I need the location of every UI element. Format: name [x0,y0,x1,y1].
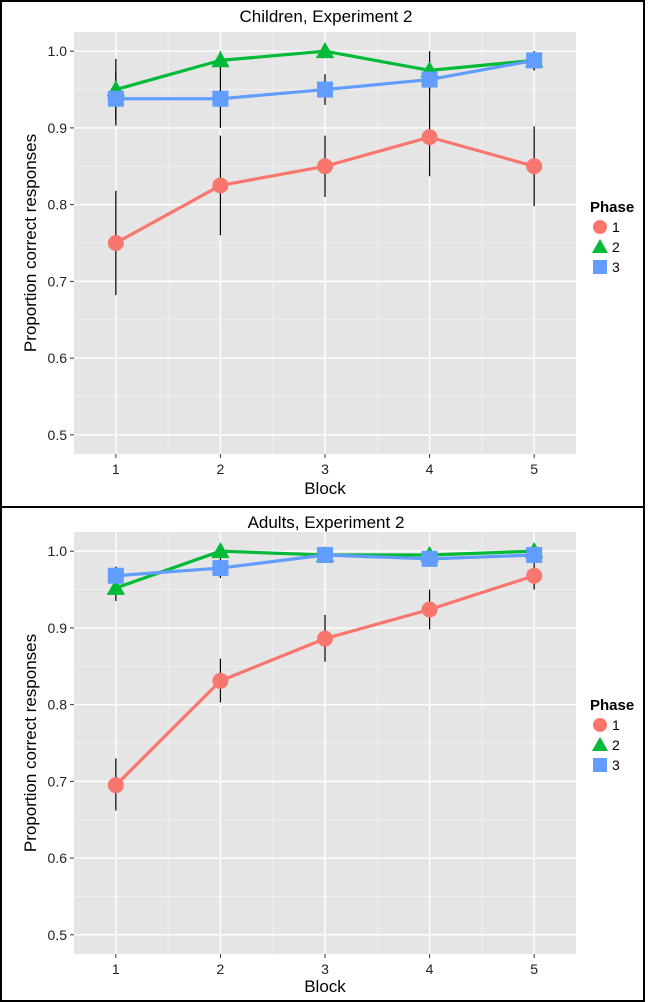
data-point-phase-1 [526,158,543,175]
chart-title: Adults, Experiment 2 [248,513,405,532]
data-point-phase-1 [317,630,333,647]
x-tick-label: 1 [112,961,120,977]
legend-key-phase-1 [593,718,607,732]
legend-title: Phase [590,199,634,216]
data-point-phase-1 [526,567,543,584]
y-tick-label: 0.6 [48,350,68,366]
x-tick-label: 4 [426,461,434,477]
y-tick-label: 0.5 [48,427,68,443]
y-tick-label: 0.8 [48,197,68,213]
legend-key-phase-2 [591,238,609,254]
data-point-phase-1 [212,672,229,689]
y-tick-label: 0.9 [48,620,68,636]
data-point-phase-3 [212,90,229,107]
data-point-phase-1 [107,777,124,794]
legend-title: Phase [590,697,634,714]
data-point-phase-3 [107,90,124,107]
x-tick-label: 3 [321,961,329,977]
x-tick-label: 4 [426,961,434,977]
legend-label-phase-1: 1 [612,219,620,235]
adults-chart: Adults, Experiment 2 0.5 0.6 0.7 0.8 0.9 1.0 1… [21,513,634,996]
x-tick-label: 1 [112,461,120,477]
y-tick-label: 1.0 [48,43,68,59]
y-axis-label: Proportion correct responses [21,634,40,852]
y-tick-label: 0.6 [48,850,68,866]
chart-title: Children, Experiment 2 [240,7,413,26]
data-point-phase-1 [212,177,229,194]
data-point-phase-2 [315,41,335,59]
x-tick-label: 2 [217,961,225,977]
data-point-phase-1 [107,235,124,251]
data-point-phase-3 [317,547,333,564]
y-axis-label: Proportion correct responses [21,134,40,352]
x-tick-label: 5 [530,961,538,977]
children-chart: Children, Experiment 2 0.5 0.6 0.7 0.8 0.9 1.… [21,7,634,498]
data-point-phase-3 [421,550,438,567]
legend-label-phase-3: 3 [612,757,620,773]
y-tick-label: 1.0 [48,543,68,559]
x-axis-label: Block [304,479,346,498]
y-tick-label: 0.9 [48,120,68,136]
data-point-phase-2 [211,541,230,559]
data-point-phase-2 [106,578,126,595]
data-point-phase-3 [526,52,543,69]
children-panel: Children, Experiment 2 0.5 0.6 0.7 0.8 0.9 1.… [0,0,645,508]
legend-key-phase-2 [591,736,609,752]
x-tick-label: 2 [217,461,225,477]
data-point-phase-3 [317,81,333,98]
legend-key-phase-3 [593,758,607,772]
y-tick-label: 0.7 [48,773,68,789]
data-point-phase-1 [421,601,438,618]
data-point-phase-2 [211,51,230,68]
data-point-phase-3 [107,567,124,584]
legend-label-phase-2: 2 [612,239,620,255]
data-point-phase-1 [421,129,438,146]
y-tick-label: 0.8 [48,697,68,713]
legend-key-phase-3 [593,260,607,274]
legend-label-phase-1: 1 [612,717,620,733]
x-tick-label: 5 [530,461,538,477]
legend-key-phase-1 [593,220,607,234]
data-point-phase-3 [526,547,543,564]
data-point-phase-3 [212,560,229,577]
x-axis-label: Block [304,977,346,996]
y-tick-label: 0.7 [48,273,68,289]
adults-panel: Adults, Experiment 2 0.5 0.6 0.7 0.8 0.9 1.0 1… [0,506,645,1002]
data-point-phase-3 [421,71,438,88]
x-tick-label: 3 [321,461,329,477]
legend-label-phase-3: 3 [612,259,620,275]
data-point-phase-1 [317,158,333,175]
legend-label-phase-2: 2 [612,737,620,753]
y-tick-label: 0.5 [48,927,68,943]
